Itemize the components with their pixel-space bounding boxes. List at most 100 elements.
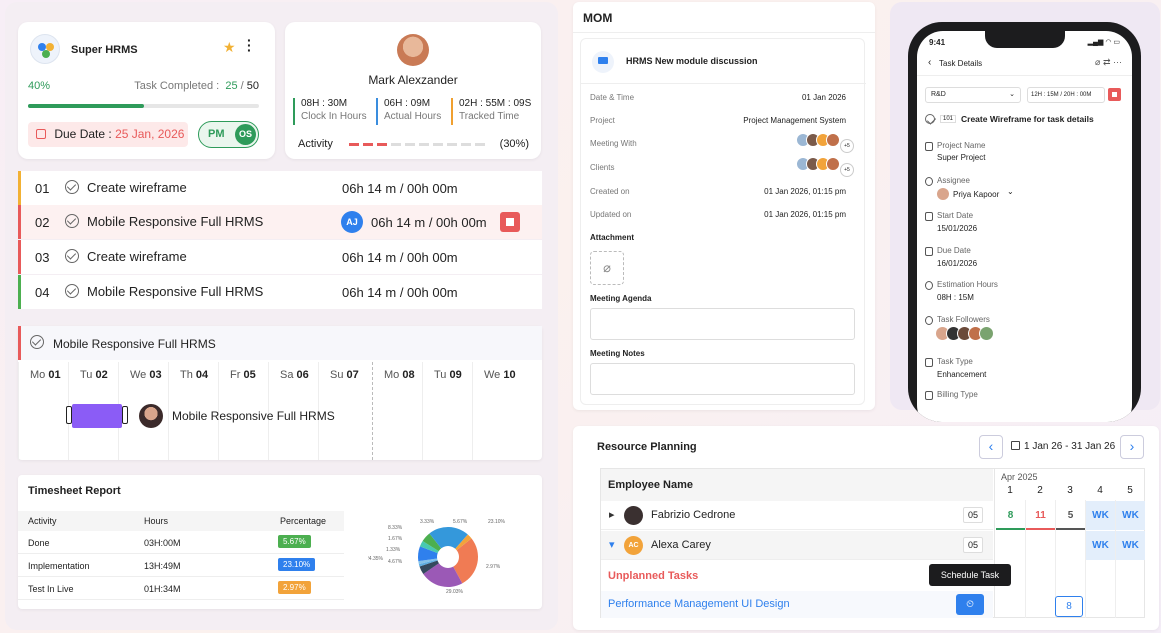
expand-icon[interactable]: ▸ [609,509,615,521]
activity-percent: (30%) [499,138,529,150]
pie-label: 8.33% [388,525,403,531]
progress-fill [28,104,144,108]
profile-name: Mark Alexzander [368,73,458,87]
notes-input[interactable] [590,363,855,395]
allocation-cell[interactable]: WK [1086,501,1115,530]
task-time: 06h 14 m / 00h 00m [371,215,487,230]
dept-select[interactable]: R&D ⌄ [925,87,1021,103]
day-column-header: 2 [1037,485,1043,496]
allocation-cell[interactable]: 8 [996,501,1025,530]
task-row[interactable]: 03 Create wireframe 06h 14 m / 00h 00m [18,240,542,274]
gantt-bar[interactable] [72,404,122,428]
drag-handle-right[interactable] [122,406,128,424]
followers-avatars [935,326,994,346]
task-title-row: 101 Create Wireframe for task details [925,113,1125,127]
pie-label: 2.97% [486,564,501,570]
star-icon[interactable]: ★ [223,39,236,55]
table-row: Implementation 13H:49M 23.10% [18,554,344,577]
mom-field: Created on 01 Jan 2026, 01:15 pm [590,187,846,196]
next-button[interactable]: › [1120,435,1144,459]
stat-block: 08H : 30M Clock In Hours [293,98,367,125]
agenda-input[interactable] [590,308,855,340]
task-row[interactable]: 02 Mobile Responsive Full HRMS 06h 14 m … [18,205,542,239]
check-circle-icon[interactable] [65,284,79,298]
task-number: 04 [35,285,50,300]
day-column-header: 3 [1067,485,1073,496]
table-header: Activity Hours Percentage [18,511,344,531]
stat-block: 06H : 09M Actual Hours [376,98,441,125]
gantt-day-header: Fr 05 [218,362,268,460]
timesheet-table: Activity Hours Percentage Done 03H:00M 5… [18,511,344,600]
prev-button[interactable]: ‹ [979,435,1003,459]
phone-toolbar-icons[interactable]: ⌀ ⇄ ··· [1095,57,1122,67]
employee-row[interactable]: ▸ Fabrizio Cedrone 05 [601,501,993,530]
avatar [397,34,429,66]
pie-slice [429,527,468,557]
gantt-header: Mobile Responsive Full HRMS [18,326,542,360]
agenda-label: Meeting Agenda [590,294,652,303]
assignee-avatar: AJ [341,211,363,233]
scheduled-slot[interactable]: 8 [1055,596,1083,617]
allocation-cell[interactable]: WK [1116,501,1145,530]
pie-slice [448,538,478,584]
activity-bar [349,143,489,146]
schedule-task-button[interactable]: ⏲ [956,594,984,615]
back-icon[interactable]: ‹ [928,57,932,68]
gantt-bar-label: Mobile Responsive Full HRMS [172,409,335,423]
timesheet-card: Timesheet Report Activity Hours Percenta… [18,475,542,609]
check-circle-icon[interactable] [65,249,79,263]
month-label: Apr 2025 [1001,472,1038,482]
unplanned-label: Unplanned Tasks [608,570,699,582]
timesheet-title: Timesheet Report [28,485,121,497]
task-row[interactable]: 04 Mobile Responsive Full HRMS 06h 14 m … [18,275,542,309]
attachment-label: Attachment [590,233,635,242]
phone-screen: 9:41 ▂▄▆ ◠ ▭ ‹ Task Details ⌀ ⇄ ··· R&D ⌄… [917,31,1132,422]
more-vertical-icon[interactable]: · · · [247,32,252,58]
employee-col-header: Employee Name [601,469,993,501]
profile-card: Mark Alexzander 08H : 30M Clock In Hours 0… [285,22,541,159]
resource-planning: Resource Planning ‹ 1 Jan 26 - 31 Jan 26… [573,426,1159,630]
unplanned-task-row[interactable]: Performance Management UI Design [601,591,993,618]
task-row[interactable]: 01 Create wireframe 06h 14 m / 00h 00m [18,171,542,205]
allocation-cell[interactable]: WK [1116,531,1145,560]
mom-inner-card: HRMS New module discussion Date & Time 01… [580,38,866,405]
project-name: Super HRMS [71,44,138,56]
stop-button[interactable] [500,212,520,232]
gantt-day-header: We 10 [472,362,522,460]
phone-screen-title: Task Details [939,59,983,68]
gantt-day-header: Sa 06 [268,362,318,460]
phone-notch [985,31,1065,48]
paperclip-icon: ⌀ [603,260,611,275]
pm-os-toggle[interactable]: PM OS [198,121,259,148]
allocation-cell[interactable]: WK [1086,531,1115,560]
phone-panel: 9:41 ▂▄▆ ◠ ▭ ‹ Task Details ⌀ ⇄ ··· R&D ⌄… [890,2,1160,422]
gantt-day-header: Su 07 [318,362,368,460]
task-title: Create wireframe [87,249,187,264]
task-time: 06h 14 m / 00h 00m [342,250,458,265]
date-range[interactable]: 1 Jan 26 - 31 Jan 26 [1011,441,1115,452]
allocation-cell[interactable]: 11 [1026,501,1055,530]
task-number: 02 [35,215,50,230]
project-card[interactable]: Super HRMS ★ · · · 40% Task Completed : 25… [18,22,275,159]
gantt-day-header: Mo 08 [372,362,422,460]
expand-icon[interactable]: ▾ [609,539,615,551]
allocation-cell[interactable]: 5 [1056,501,1085,530]
pie-label: 1.33% [386,547,401,553]
pie-label: 4.67% [388,559,403,565]
stop-button[interactable] [1108,88,1121,101]
check-circle-icon[interactable] [65,180,79,194]
drag-handle-left[interactable] [66,406,72,424]
day-column-header: 1 [1007,485,1013,496]
meeting-title: HRMS New module discussion [626,56,758,66]
check-circle-icon [30,335,44,349]
employee-row[interactable]: ▾ AC Alexa Carey 05 [601,531,993,560]
resource-title: Resource Planning [597,441,697,453]
activity-label: Activity [298,138,333,150]
day-column-header: 5 [1127,485,1133,496]
phone-time: 9:41 [929,38,946,47]
attachment-dropzone[interactable]: ⌀ [590,251,624,285]
pie-label: 1.67% [388,536,403,542]
day-column-header: 4 [1097,485,1103,496]
check-circle-icon[interactable] [65,214,79,228]
table-row: Done 03H:00M 5.67% [18,531,344,554]
